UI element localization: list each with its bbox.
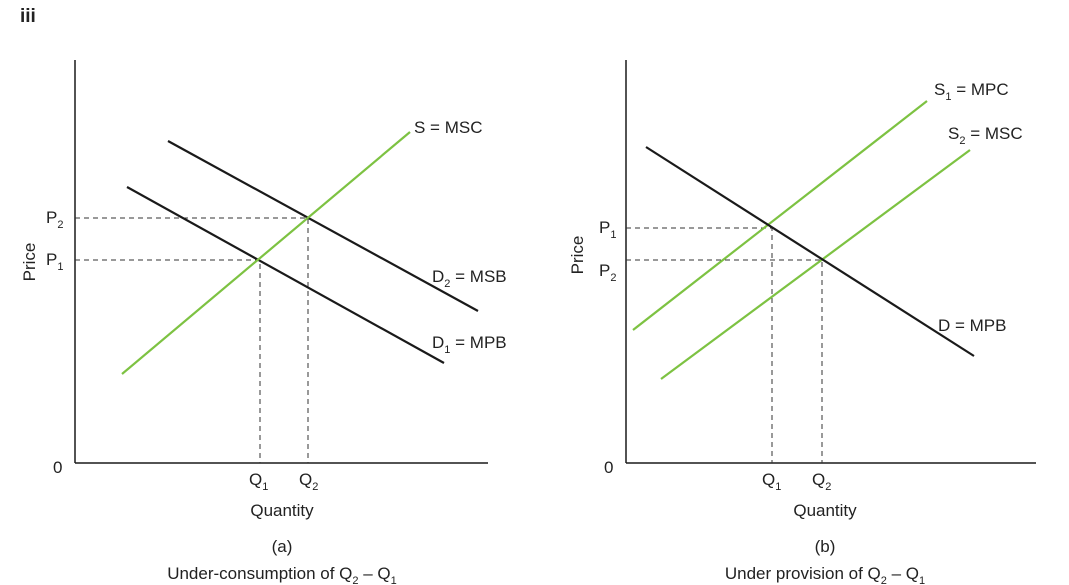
panel-b: S1 = MPC S2 = MSC D = MPB P1 P2 Q1 Q2 0 … bbox=[568, 60, 1036, 585]
panel-b-quantity-label-q1: Q1 bbox=[762, 470, 781, 493]
panel-a-p1-q1-guide bbox=[75, 259, 261, 463]
panel-b-caption: Under provision of Q2 – Q1 bbox=[725, 564, 925, 585]
panel-a-x-axis-title: Quantity bbox=[250, 501, 314, 520]
panel-b-s1-mpc-curve bbox=[632, 100, 928, 331]
panel-a-d1-label: D1 = MPB bbox=[432, 333, 507, 356]
panel-a-supply-msc-curve bbox=[121, 131, 411, 375]
panel-b-s2-label: S2 = MSC bbox=[948, 124, 1023, 147]
panel-b-origin-label: 0 bbox=[604, 458, 613, 477]
panel-b-p1-q1-guide bbox=[626, 227, 773, 463]
panel-b-y-axis-title: Price bbox=[568, 236, 587, 275]
panel-b-demand-label: D = MPB bbox=[938, 316, 1007, 335]
panel-a-d1-mpb-curve bbox=[126, 186, 445, 364]
panel-b-quantity-label-q2: Q2 bbox=[812, 470, 831, 493]
panel-b-x-axis-title: Quantity bbox=[793, 501, 857, 520]
panel-b-s2-msc-curve bbox=[660, 149, 971, 380]
panel-b-price-label-p2: P2 bbox=[599, 261, 616, 284]
panel-a-d2-msb-curve bbox=[167, 140, 479, 312]
panel-a-origin-label: 0 bbox=[53, 458, 62, 477]
panel-a-id: (a) bbox=[272, 537, 293, 556]
panel-a-supply-label: S = MSC bbox=[414, 118, 483, 137]
panel-a-quantity-label-q1: Q1 bbox=[249, 470, 268, 493]
figure-label: iii bbox=[20, 6, 36, 27]
panel-a-quantity-label-q2: Q2 bbox=[299, 470, 318, 493]
panel-a-caption: Under-consumption of Q2 – Q1 bbox=[167, 564, 397, 585]
panel-a-y-axis-title: Price bbox=[20, 243, 39, 282]
panel-b-s1-label: S1 = MPC bbox=[934, 80, 1009, 103]
panel-b-id: (b) bbox=[815, 537, 836, 556]
panel-a-price-label-p2: P2 bbox=[46, 208, 63, 231]
panel-a-d2-label: D2 = MSB bbox=[432, 267, 507, 290]
panel-b-demand-mpb-curve bbox=[645, 146, 975, 357]
panel-a: S = MSC D2 = MSB D1 = MPB P2 P1 Q1 Q2 0 … bbox=[20, 60, 507, 585]
panel-a-price-label-p1: P1 bbox=[46, 250, 63, 273]
panel-b-price-label-p1: P1 bbox=[599, 218, 616, 241]
panel-a-p2-q2-guide bbox=[75, 217, 309, 463]
panel-b-p2-q2-guide bbox=[626, 259, 823, 463]
